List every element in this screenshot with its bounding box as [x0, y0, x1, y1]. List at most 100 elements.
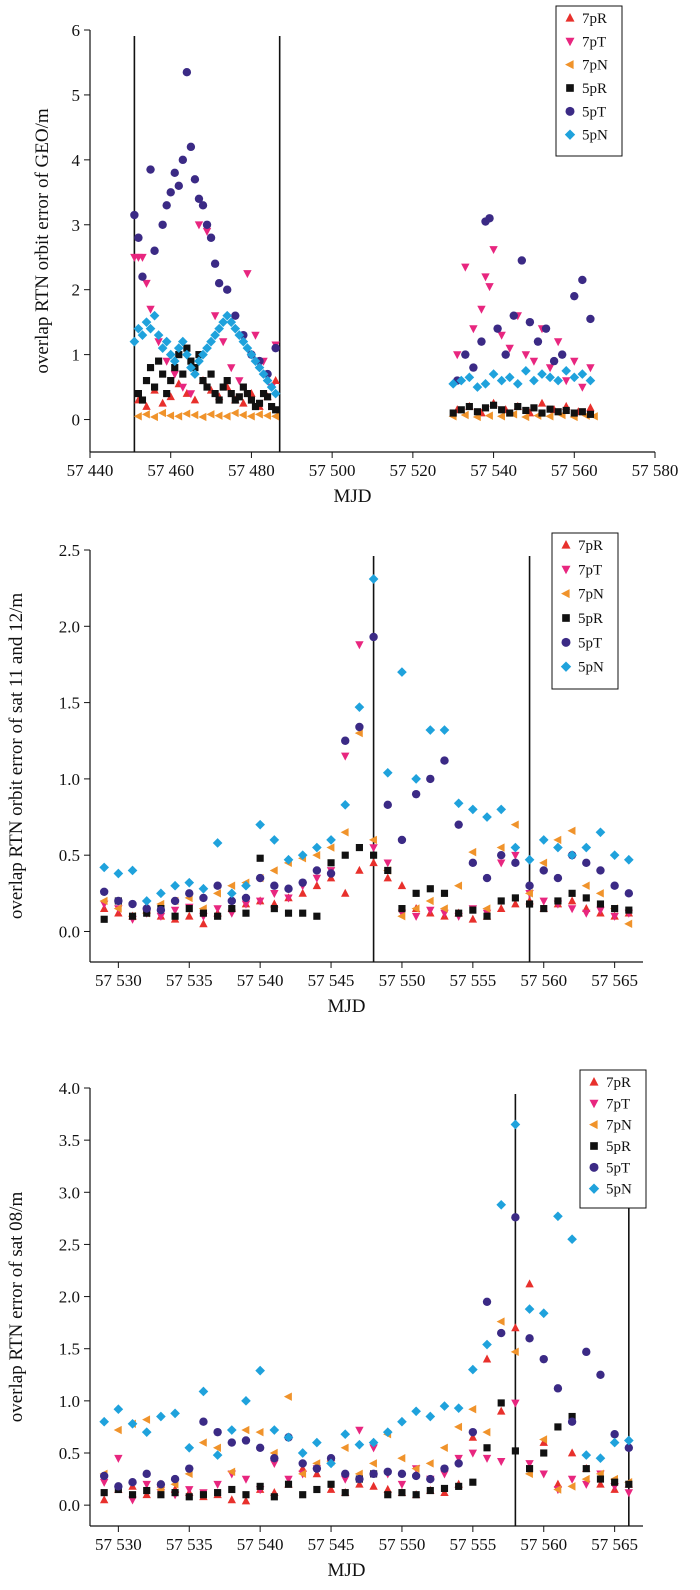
data-point-5pT	[369, 1469, 378, 1479]
data-point-7pT	[154, 338, 163, 347]
data-point-5pT	[146, 165, 155, 174]
data-point-5pN	[269, 835, 280, 845]
data-point-5pN	[439, 725, 450, 735]
data-point-5pN	[246, 349, 257, 360]
data-point-5pR	[483, 912, 491, 920]
data-point-5pR	[171, 364, 179, 372]
data-point-5pN	[496, 804, 507, 815]
data-point-7pT	[355, 1426, 364, 1435]
data-point-5pN	[226, 888, 237, 899]
data-point-5pT	[383, 800, 392, 810]
data-point-7pN	[149, 412, 158, 422]
data-point-5pR	[231, 396, 239, 404]
data-point-5pT	[468, 858, 478, 868]
data-point-5pR	[284, 1480, 293, 1488]
data-point-7pT	[142, 279, 151, 288]
data-point-5pR	[227, 389, 235, 398]
data-point-7pR	[497, 903, 506, 912]
y-axis-title: overlap RTN orbit error of sat 11 and 12…	[6, 593, 27, 920]
data-point-5pT	[454, 820, 463, 829]
data-point-5pN	[581, 1450, 592, 1460]
data-point-5pN	[184, 877, 195, 888]
data-point-7pN	[238, 410, 247, 420]
data-point-5pT	[227, 896, 236, 906]
data-point-5pT	[440, 1464, 449, 1473]
data-point-5pN	[326, 835, 336, 845]
data-point-5pR	[455, 1482, 463, 1490]
data-point-7pN	[354, 728, 363, 738]
data-point-5pT	[624, 1443, 634, 1452]
data-point-5pN	[230, 323, 241, 334]
data-point-7pT	[562, 377, 571, 386]
data-point-5pR	[511, 894, 519, 902]
x-tick-label: 57 560	[520, 1535, 567, 1554]
data-point-5pR	[171, 912, 179, 920]
data-point-7pN	[113, 1425, 122, 1435]
data-point-5pR	[239, 383, 247, 391]
data-point-5pT	[128, 899, 137, 909]
data-point-5pR	[155, 357, 163, 365]
x-axis-title: MJD	[327, 996, 365, 1017]
data-point-7pN	[439, 1443, 448, 1452]
data-point-5pT	[596, 866, 605, 875]
data-point-5pN	[255, 1365, 265, 1376]
y-tick-label: 2.0	[59, 617, 80, 636]
data-point-7pT	[610, 912, 619, 921]
y-tick-label: 2.5	[59, 1235, 80, 1254]
data-point-7pT	[521, 351, 531, 360]
data-point-5pR	[211, 389, 219, 398]
y-axis-title: overlap RTN error of sat 08/m	[6, 1192, 27, 1423]
x-tick-label: 57 520	[389, 461, 436, 480]
data-point-5pT	[539, 1354, 548, 1364]
data-point-5pR	[596, 1475, 605, 1483]
data-point-7pN	[340, 828, 349, 837]
data-point-5pN	[521, 366, 531, 376]
data-point-7pR	[298, 888, 307, 897]
data-point-5pR	[255, 399, 264, 407]
data-point-7pT	[497, 1457, 506, 1466]
data-point-5pR	[151, 383, 159, 391]
data-point-5pR	[525, 900, 534, 908]
data-point-7pT	[481, 273, 490, 282]
data-point-5pR	[514, 402, 522, 411]
data-point-7pT	[505, 344, 514, 353]
data-point-5pR	[469, 906, 477, 914]
data-point-5pN	[212, 838, 223, 848]
data-point-5pT	[158, 220, 167, 229]
data-point-5pN	[468, 1364, 478, 1375]
data-point-5pR	[128, 1491, 137, 1499]
data-point-7pN	[482, 1427, 491, 1437]
data-point-5pR	[242, 909, 250, 917]
legend-marker-7pT	[561, 565, 571, 575]
legend-box	[551, 532, 619, 690]
data-point-5pN	[340, 799, 351, 810]
data-point-5pR	[142, 377, 151, 385]
data-point-5pN	[182, 349, 192, 360]
data-point-5pR	[235, 393, 243, 401]
data-point-7pT	[567, 1475, 577, 1484]
data-point-5pR	[228, 1485, 236, 1494]
data-point-5pT	[198, 201, 208, 210]
data-point-7pN	[454, 881, 463, 890]
data-point-7pR	[190, 395, 200, 404]
data-point-5pN	[297, 850, 308, 861]
data-point-5pR	[207, 370, 215, 378]
data-point-5pT	[493, 324, 502, 333]
data-point-5pR	[370, 851, 378, 859]
x-tick-label: 57 555	[449, 971, 496, 990]
data-point-7pT	[284, 1475, 293, 1484]
legend-marker-5pT	[565, 106, 575, 116]
data-point-5pT	[411, 1471, 421, 1481]
data-point-7pR	[525, 1279, 534, 1288]
data-point-7pN	[214, 411, 223, 420]
data-point-7pN	[439, 904, 448, 913]
data-point-7pN	[142, 1415, 151, 1424]
data-point-5pR	[568, 889, 576, 897]
data-point-7pT	[453, 351, 462, 360]
data-point-5pN	[553, 1211, 563, 1222]
x-tick-label: 57 550	[379, 971, 426, 990]
data-point-5pR	[219, 383, 227, 391]
data-point-7pT	[596, 906, 605, 915]
data-point-5pN	[161, 336, 172, 347]
data-point-5pN	[504, 372, 515, 383]
